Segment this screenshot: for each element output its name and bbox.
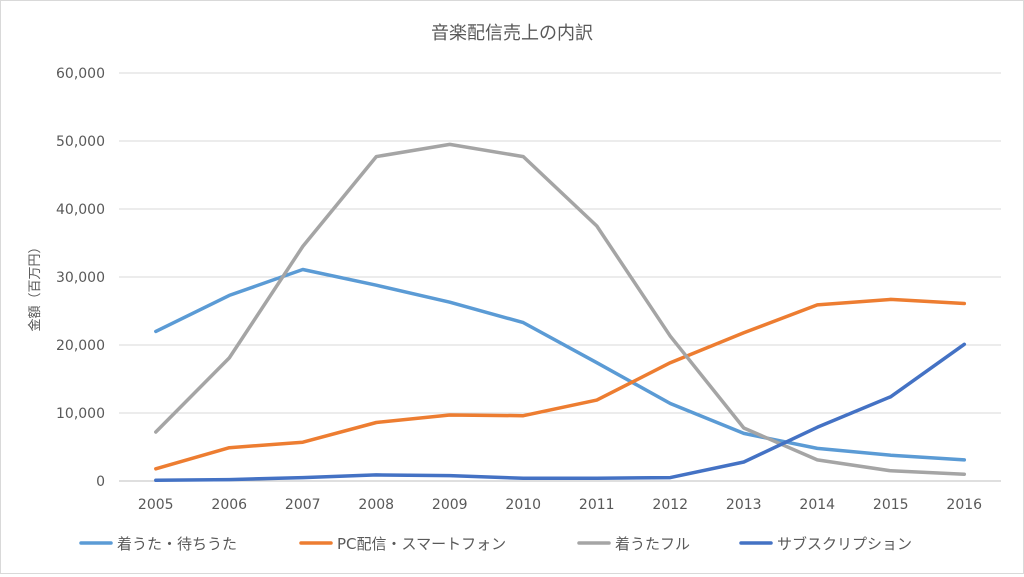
chart-title: 音楽配信売上の内訳 (431, 23, 593, 44)
y-tick-label: 40,000 (56, 202, 105, 218)
x-tick-label: 2007 (285, 497, 321, 513)
y-axis-label: 金額（百万円） (27, 240, 43, 331)
series-lines (154, 142, 967, 483)
x-tick-label: 2015 (873, 497, 909, 513)
legend-label: PC配信・スマートフォン (337, 535, 506, 553)
y-tick-label: 60,000 (56, 66, 105, 82)
y-tick-label: 10,000 (56, 406, 105, 422)
x-tick-label: 2013 (726, 497, 762, 513)
series-line-3 (154, 142, 967, 476)
y-axis-ticks: 0 10,000 20,000 30,000 40,000 50,000 60,000 (56, 66, 105, 490)
series-line-2 (154, 297, 967, 471)
legend-label: 着うた・待ちうた (117, 535, 237, 553)
y-tick-label: 0 (96, 474, 105, 490)
x-tick-label: 2009 (432, 497, 468, 513)
x-tick-label: 2005 (138, 497, 174, 513)
x-tick-label: 2006 (211, 497, 247, 513)
legend: 着うた・待ちうた PC配信・スマートフォン 着うたフル サブスクリプション (79, 535, 912, 553)
x-tick-label: 2008 (358, 497, 394, 513)
legend-label: サブスクリプション (777, 535, 912, 553)
x-tick-label: 2014 (799, 497, 835, 513)
series-line-1 (154, 267, 967, 462)
y-tick-label: 20,000 (56, 338, 105, 354)
x-tick-label: 2016 (946, 497, 982, 513)
x-tick-label: 2012 (652, 497, 688, 513)
y-tick-label: 50,000 (56, 134, 105, 150)
y-tick-label: 30,000 (56, 270, 105, 286)
x-tick-label: 2010 (505, 497, 541, 513)
x-tick-label: 2011 (579, 497, 615, 513)
x-axis-ticks: 2005 2006 2007 2008 2009 2010 2011 2012 2013 2014… (138, 497, 982, 513)
series-line-4 (154, 342, 967, 483)
gridlines (119, 72, 1001, 482)
legend-label: 着うたフル (615, 535, 690, 553)
